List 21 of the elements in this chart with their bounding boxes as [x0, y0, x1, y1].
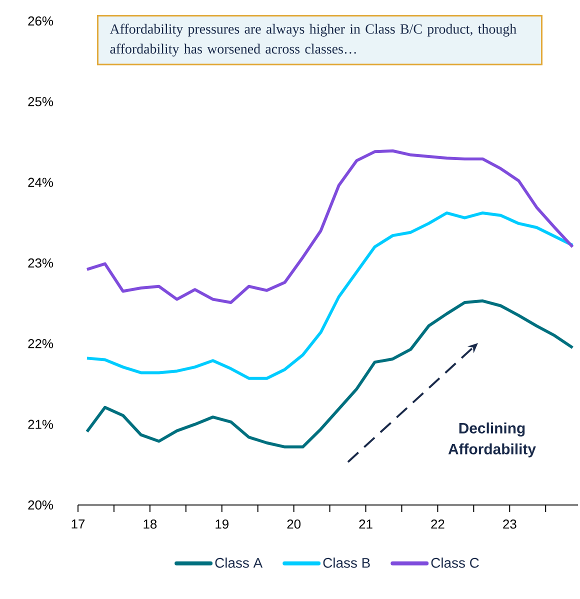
- y-tick-label: 23%: [28, 258, 54, 268]
- line-series: [85, 211, 574, 380]
- y-tick-label: 25%: [28, 97, 54, 106]
- y-tick-label: 20%: [28, 500, 54, 510]
- y-tick-label: 24%: [28, 178, 54, 187]
- x-tick-label: 19: [216, 520, 228, 529]
- y-tick-label: 21%: [28, 420, 54, 429]
- legend-label: Class A: [215, 558, 263, 568]
- line-series: [85, 149, 574, 304]
- legend-label: Class C: [431, 558, 479, 568]
- x-tick-label: 17: [72, 520, 85, 528]
- x-tick-label: 18: [144, 520, 157, 529]
- x-tick-label: 20: [287, 520, 301, 529]
- y-tick-label: 26%: [28, 16, 54, 26]
- x-tick-label: 21: [359, 520, 372, 529]
- annotation: Declining Affordability: [448, 422, 536, 458]
- annotation: Affordability pressures are always higher in Class B/C product, though affordability has worsened across classes…: [110, 24, 516, 57]
- legend-label: Class B: [323, 558, 370, 568]
- x-tick-label: 22: [431, 520, 444, 529]
- x-tick-label: 23: [503, 520, 516, 529]
- y-tick-label: 22%: [28, 339, 54, 348]
